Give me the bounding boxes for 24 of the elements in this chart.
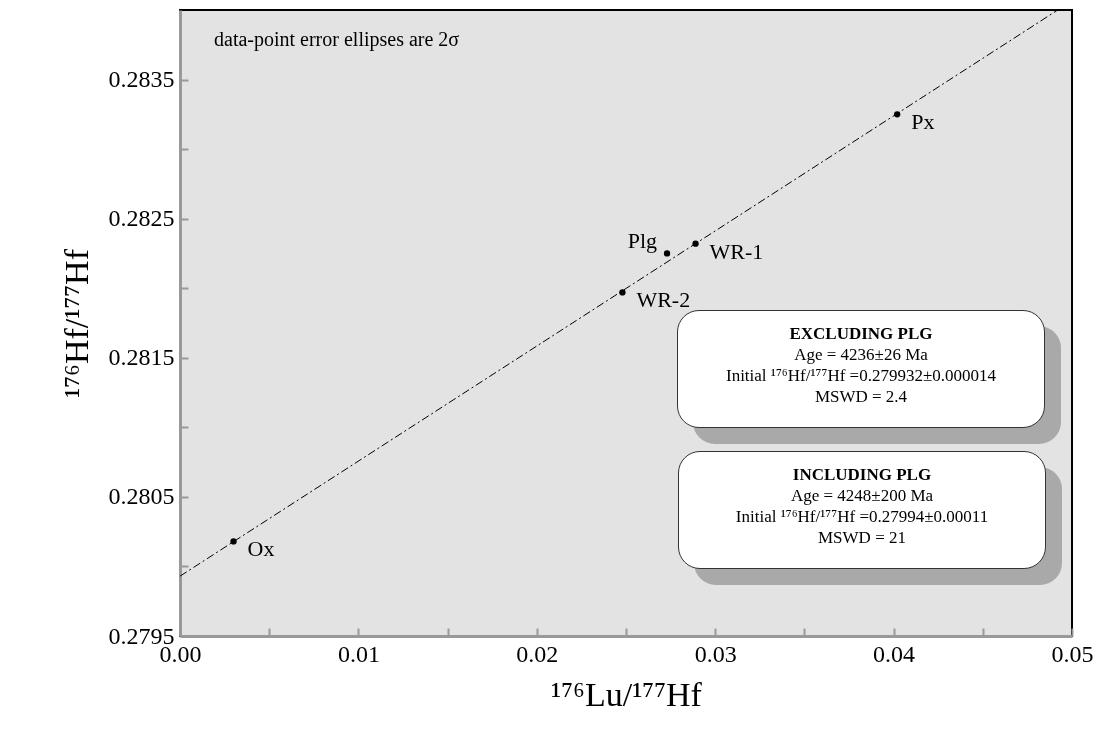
point — [230, 538, 237, 545]
point — [663, 250, 671, 257]
y-axis-title: ¹⁷⁶Hf/¹⁷⁷Hf — [57, 248, 95, 398]
x-tick-label: 0.04 — [873, 640, 916, 667]
annotation: Ox — [247, 536, 275, 562]
annotation: WR-2 — [636, 287, 691, 313]
y-tick-label: 0.2835 — [108, 66, 175, 93]
point — [692, 240, 699, 247]
x-axis-title: ¹⁷⁶Lu/¹⁷⁷Hf — [551, 675, 703, 713]
point — [894, 111, 901, 118]
y-tick-label: 0.2805 — [108, 483, 175, 510]
annotation: Px — [911, 109, 935, 135]
x-tick-label: 0.01 — [337, 640, 380, 667]
x-tick-label: 0.03 — [694, 640, 737, 667]
annotation: data-point error ellipses are 2σ — [214, 28, 460, 51]
annotation: Plg — [627, 228, 658, 254]
annotation: WR-1 — [709, 238, 764, 264]
x-tick-label: 0.02 — [516, 640, 559, 667]
annotation: EXCLUDING PLG Age = 4236±26 Ma Initial ¹⁷⁶Hf/¹⁷⁷Hf =0.279932±0.000014 MSWD = 2.4 — [725, 324, 997, 406]
y-tick-label: 0.2815 — [108, 344, 175, 371]
y-tick-label: 0.2825 — [108, 205, 175, 232]
x-tick-label: 0.05 — [1051, 640, 1094, 667]
point — [619, 289, 626, 296]
annotation: INCLUDING PLG Age = 4248±200 Ma Initial ¹⁷⁶Hf/¹⁷⁷Hf =0.27994±0.00011 MSWD = 21 — [735, 465, 989, 547]
